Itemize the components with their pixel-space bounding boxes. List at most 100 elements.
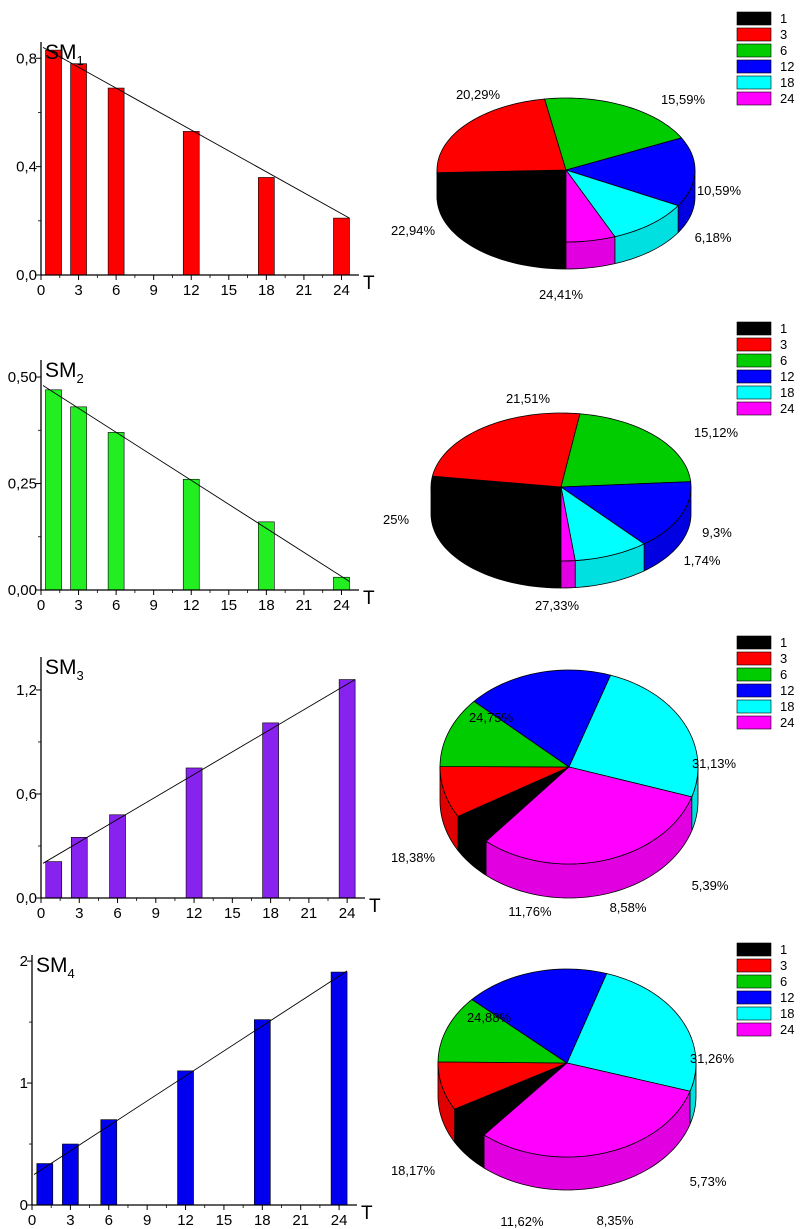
- pie-percent-label: 8,35%: [597, 1213, 634, 1228]
- legend-label-12: 12: [780, 683, 794, 698]
- bar-T18: [258, 177, 275, 276]
- pie-slice-3: [436, 98, 567, 174]
- pie-slice-6: [437, 998, 569, 1064]
- legend-label-1: 1: [780, 635, 787, 650]
- y-tick-label: 0,4: [16, 159, 37, 176]
- pie-chart-3: 5,39% 8,58% 11,76% 18,38% 24,75% 31,13% 136121…: [391, 635, 795, 919]
- x-tick-label: 15: [224, 905, 241, 922]
- x-tick-label: 9: [152, 905, 160, 922]
- legend-swatch-1: [736, 942, 772, 957]
- bar-T1: [45, 49, 62, 276]
- x-tick-label: 6: [105, 1212, 113, 1229]
- legend-swatch-24: [736, 91, 772, 106]
- bar-T6: [107, 87, 125, 276]
- legend-swatch-18: [736, 385, 772, 400]
- pie-percent-label: 24,75%: [469, 710, 514, 725]
- pie-slice-18: [568, 674, 699, 798]
- legend-swatch-12: [736, 59, 772, 74]
- legend-swatch-3: [736, 651, 772, 666]
- bar-T1: [36, 1163, 54, 1206]
- pie-percent-label: 9,3%: [702, 525, 732, 540]
- x-tick-label: 18: [258, 282, 275, 299]
- y-tick-label: 0,0: [16, 890, 37, 907]
- legend-label-1: 1: [780, 321, 787, 336]
- x-tick-label: 6: [112, 597, 120, 614]
- legend-label-12: 12: [780, 990, 794, 1005]
- legend-label-6: 6: [780, 974, 787, 989]
- pie-percent-label: 18,17%: [391, 1163, 436, 1178]
- y-tick-label: 0,0: [16, 267, 37, 284]
- chart-title: SM3: [45, 656, 84, 683]
- x-tick-label: 21: [296, 597, 313, 614]
- pie-slice-12: [471, 968, 608, 1064]
- x-tick-label: 0: [37, 597, 45, 614]
- legend-label-12: 12: [780, 369, 794, 384]
- pie-slice-12: [564, 137, 696, 207]
- legend-label-6: 6: [780, 43, 787, 58]
- legend-label-24: 24: [780, 401, 794, 416]
- bar-T3: [70, 406, 87, 591]
- bar-T3: [70, 837, 88, 899]
- x-tick-label: 21: [296, 282, 313, 299]
- x-tick-label: 3: [66, 1212, 74, 1229]
- pie-slice-24: [483, 1062, 691, 1158]
- x-tick-label: 12: [186, 905, 203, 922]
- x-tick-label: 0: [28, 1212, 36, 1229]
- trend-line: [42, 679, 356, 864]
- legend-label-1: 1: [780, 11, 787, 26]
- bar-T1: [45, 389, 62, 591]
- y-tick-label: 0,25: [8, 476, 37, 493]
- pie-slice-3: [437, 1061, 568, 1110]
- legend-label-1: 1: [780, 942, 787, 957]
- bar-T12: [182, 131, 200, 276]
- bar-chart-1: 0 3 6 9 12 15 18 21 24 0,0 0,4 0,8 SM1 T: [16, 41, 375, 299]
- x-tick-label: 18: [262, 905, 279, 922]
- pie-chart-1: 24,41% 22,94% 20,29% 15,59% 10,59% 6,18% 13612…: [391, 11, 795, 302]
- bar-T6: [109, 814, 126, 899]
- legend-label-3: 3: [780, 337, 787, 352]
- x-tick-label: 9: [143, 1212, 151, 1229]
- pie-percent-label: 20,29%: [456, 87, 501, 102]
- x-tick-label: 24: [331, 1212, 348, 1229]
- pie-slice-12: [473, 669, 612, 768]
- legend-swatch-12: [736, 990, 772, 1005]
- chart-title: SM4: [36, 954, 75, 981]
- pie-percent-label: 11,62%: [500, 1214, 544, 1229]
- legend-swatch-6: [736, 667, 772, 682]
- bar-chart-2: 0 3 6 9 12 15 18 21 24 0,00 0,25 0,50 SM2 T: [8, 359, 375, 614]
- legend-label-3: 3: [780, 27, 787, 42]
- bar-T12: [177, 1070, 194, 1206]
- pie-slice-18: [560, 486, 645, 561]
- y-tick-label: 1: [20, 1075, 28, 1092]
- legend-swatch-6: [736, 353, 772, 368]
- x-tick-label: 9: [150, 282, 158, 299]
- x-tick-label: 21: [292, 1212, 309, 1229]
- bar-T3: [70, 63, 87, 276]
- legend-swatch-1: [736, 11, 772, 26]
- x-tick-label: 0: [37, 282, 45, 299]
- bar-T24: [333, 217, 350, 276]
- trend-line: [42, 47, 350, 219]
- x-tick-label: 15: [220, 597, 237, 614]
- pie-percent-label: 6,18%: [695, 230, 732, 245]
- pie-percent-label: 21,51%: [506, 391, 551, 406]
- pie-percent-label: 10,59%: [697, 183, 742, 198]
- legend-swatch-18: [736, 75, 772, 90]
- pie-side-24: [560, 560, 576, 589]
- bar-T12: [185, 767, 203, 899]
- trend-line: [42, 385, 350, 582]
- x-axis-label: T: [363, 588, 375, 609]
- bar-T24: [330, 971, 348, 1206]
- x-tick-label: 3: [74, 597, 82, 614]
- chart-title: SM2: [45, 359, 84, 386]
- pie-slice-3: [439, 766, 570, 817]
- pie-slice-6: [560, 413, 692, 488]
- legend-label-6: 6: [780, 667, 787, 682]
- pie-percent-label: 22,94%: [391, 223, 436, 238]
